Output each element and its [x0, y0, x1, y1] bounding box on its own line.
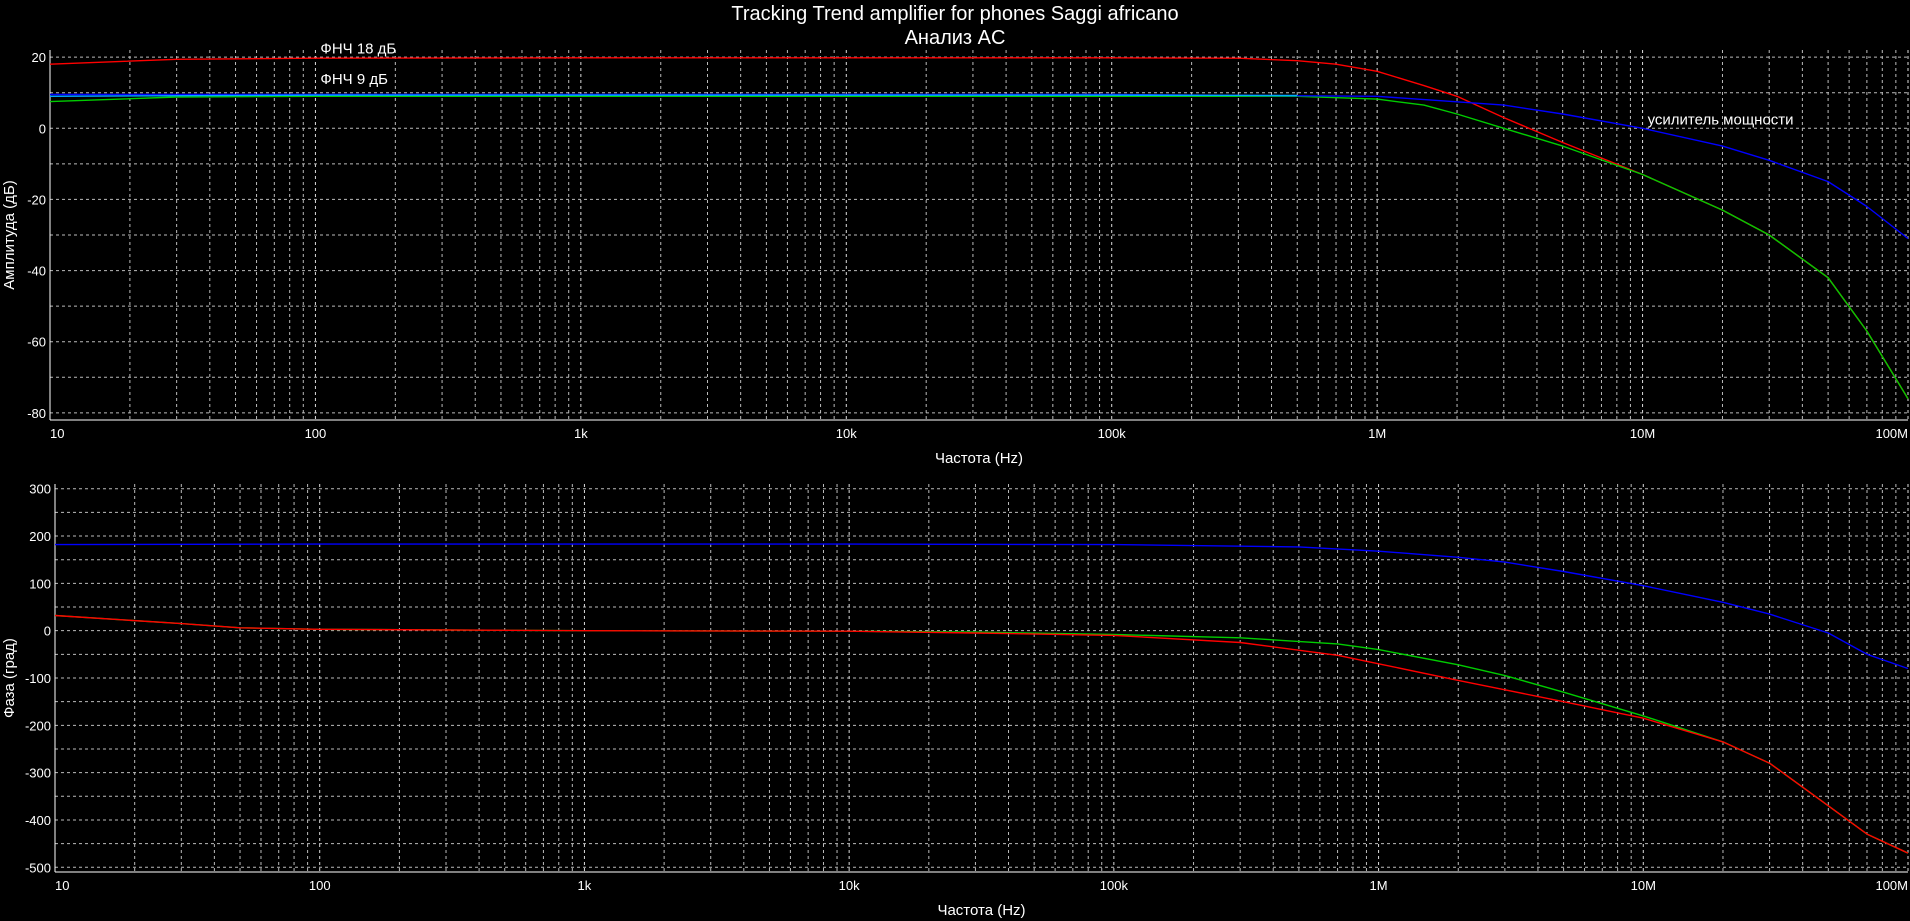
amplitude-panel: 10 100 1k 10k 100k 1M 10M 100M 20 0 -20 -40 -60 -80 Ча… — [1, 41, 1909, 467]
x-tick-label: 10M — [1630, 426, 1655, 441]
x-tick-label: 10k — [836, 426, 857, 441]
series-line — [54, 614, 1909, 854]
x-tick-label: 1M — [1368, 426, 1386, 441]
x-tick-label: 100 — [309, 878, 331, 893]
y-tick-label: -500 — [25, 860, 51, 875]
x-tick-label: 10k — [839, 878, 860, 893]
x-tick-label: 1k — [574, 426, 588, 441]
y-tick-label: -200 — [25, 718, 51, 733]
y-tick-label: 200 — [29, 529, 51, 544]
phase-panel: 10 100 1k 10k 100k 1M 10M 100M 300 200 100 0 -100 -20… — [1, 482, 1909, 919]
y-axis-label: Фаза (град) — [1, 638, 18, 718]
chart-title: Tracking Trend amplifier for phones Sagg… — [731, 3, 1178, 25]
y-tick-label: -60 — [27, 335, 46, 350]
y-tick-label: -300 — [25, 766, 51, 781]
series-line — [49, 95, 1909, 400]
y-tick-label: 20 — [32, 50, 46, 65]
chart-subtitle: Анализ AC — [905, 27, 1006, 49]
y-tick-label: -100 — [25, 671, 51, 686]
annotation-label: усилитель мощности — [1648, 112, 1794, 129]
y-axis-label: Амплитуда (дБ) — [1, 180, 18, 289]
annotation-label: ФНЧ 18 дБ — [320, 41, 396, 58]
x-tick-label: 100 — [305, 426, 327, 441]
y-tick-label: -40 — [27, 264, 46, 279]
x-tick-label: 10 — [55, 878, 69, 893]
series-line — [54, 543, 1909, 670]
x-axis-label: Частота (Hz) — [935, 450, 1023, 467]
y-tick-label: -80 — [27, 406, 46, 421]
y-tick-label: -20 — [27, 192, 46, 207]
x-tick-label: 1M — [1370, 878, 1388, 893]
x-tick-label: 10M — [1631, 878, 1656, 893]
y-tick-label: 0 — [44, 624, 51, 639]
y-tick-label: -400 — [25, 813, 51, 828]
x-axis-label: Частота (Hz) — [937, 902, 1025, 919]
x-tick-label: 100M — [1875, 426, 1908, 441]
x-tick-label: 100k — [1098, 426, 1127, 441]
x-tick-label: 10 — [50, 426, 64, 441]
x-tick-label: 100M — [1875, 878, 1908, 893]
y-tick-label: 0 — [39, 121, 46, 136]
series-line — [49, 94, 1298, 97]
x-tick-label: 100k — [1100, 878, 1129, 893]
x-tick-label: 1k — [578, 878, 592, 893]
y-tick-label: 300 — [29, 482, 51, 497]
y-tick-label: 100 — [29, 576, 51, 591]
annotation-label: ФНЧ 9 дБ — [320, 71, 388, 88]
